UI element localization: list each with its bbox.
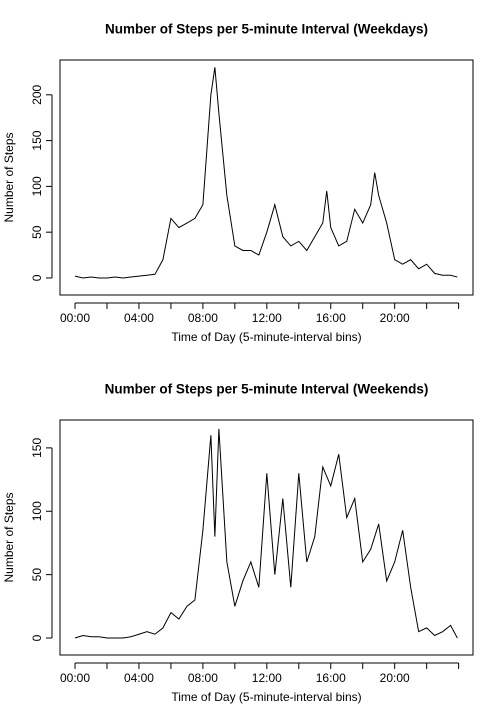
- y-tick-label: 150: [30, 130, 44, 150]
- data-line: [74, 428, 458, 639]
- chart-title: Number of Steps per 5-minute Interval (W…: [105, 22, 428, 37]
- x-tick-label: 04:00: [124, 671, 154, 685]
- y-tick-label: 150: [30, 438, 44, 458]
- x-tick-label: 12:00: [252, 671, 282, 685]
- x-axis-label: Time of Day (5-minute-interval bins): [171, 330, 361, 344]
- y-tick-label: 0: [30, 274, 44, 281]
- x-tick-label: 08:00: [188, 311, 218, 325]
- x-tick-label: 16:00: [316, 311, 346, 325]
- y-axis-label: Number of Steps: [2, 132, 16, 222]
- y-tick-label: 0: [30, 634, 44, 641]
- y-tick-label: 100: [30, 501, 44, 521]
- x-tick-label: 16:00: [316, 671, 346, 685]
- x-axis-label: Time of Day (5-minute-interval bins): [171, 690, 361, 704]
- plot-frame: [59, 59, 474, 296]
- x-tick-label: 12:00: [252, 311, 282, 325]
- x-tick-label: 04:00: [124, 311, 154, 325]
- x-tick-label: 00:00: [60, 311, 90, 325]
- plot-frame: [59, 419, 474, 656]
- x-tick-label: 20:00: [380, 671, 410, 685]
- y-tick-label: 50: [30, 225, 44, 239]
- x-tick-label: 20:00: [380, 311, 410, 325]
- data-line: [74, 67, 458, 279]
- x-tick-label: 00:00: [60, 671, 90, 685]
- x-tick-label: 08:00: [188, 671, 218, 685]
- y-tick-label: 50: [30, 568, 44, 582]
- y-tick-label: 100: [30, 176, 44, 196]
- y-axis-label: Number of Steps: [2, 492, 16, 582]
- y-tick-label: 200: [30, 84, 44, 104]
- chart-title: Number of Steps per 5-minute Interval (W…: [105, 382, 429, 397]
